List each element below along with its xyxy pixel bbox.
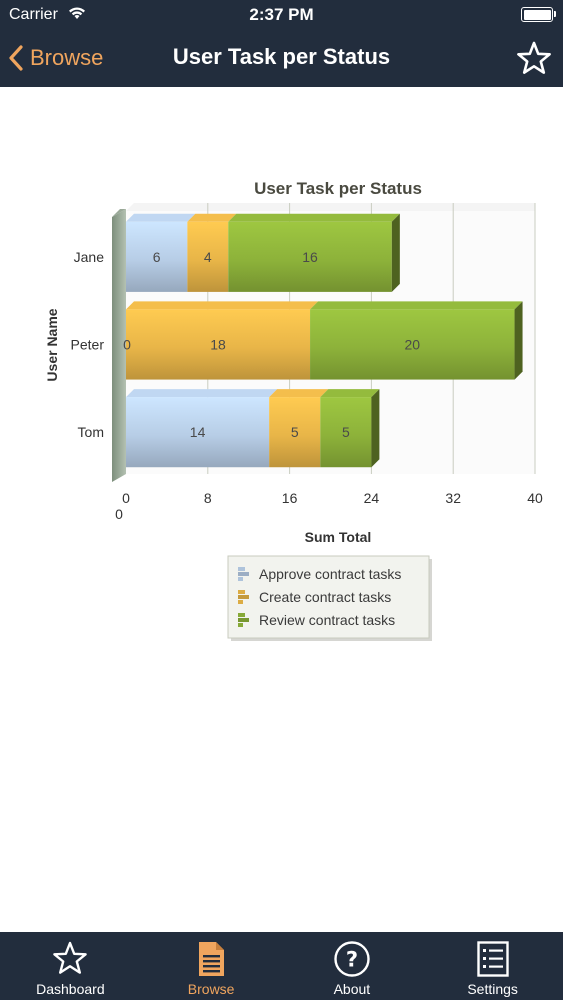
bar-top-face bbox=[187, 213, 237, 222]
bar-segment bbox=[187, 221, 229, 292]
bar-segment bbox=[126, 221, 188, 292]
back-button-label: Browse bbox=[30, 45, 104, 70]
tab-label: Settings bbox=[467, 981, 518, 997]
bar-data-label: 5 bbox=[291, 424, 299, 440]
star-icon bbox=[53, 941, 88, 974]
y-tick-label: Tom bbox=[78, 424, 104, 440]
tab-about[interactable]: ? About bbox=[282, 932, 423, 1000]
chart-legend bbox=[227, 555, 430, 639]
wifi-icon bbox=[69, 7, 85, 19]
bar-top-face bbox=[269, 389, 329, 398]
bar-data-label: 6 bbox=[153, 249, 161, 265]
bar-top-face bbox=[310, 301, 523, 310]
document-icon bbox=[199, 942, 225, 976]
y-tick-label: Jane bbox=[74, 249, 105, 265]
bar-segment bbox=[310, 309, 515, 380]
axis-wall bbox=[112, 209, 126, 482]
tab-settings[interactable]: Settings bbox=[422, 932, 563, 1000]
favorite-star-icon[interactable] bbox=[515, 40, 553, 78]
tab-label: Browse bbox=[187, 981, 235, 997]
y-tick-label: Peter bbox=[71, 337, 105, 353]
svg-text:?: ? bbox=[346, 948, 358, 972]
bar-top-face bbox=[126, 213, 196, 222]
bar-top-face bbox=[126, 389, 278, 398]
navigation-bar: Browse User Task per Status bbox=[0, 30, 563, 87]
bar-segment bbox=[269, 397, 321, 468]
tab-bar: Dashboard Browse ? About Settings bbox=[0, 932, 563, 1000]
legend-swatch bbox=[238, 600, 243, 604]
bar-data-label: 4 bbox=[204, 249, 212, 265]
legend-entry: Review contract tasks bbox=[259, 612, 395, 628]
chevron-left-icon bbox=[9, 45, 23, 71]
legend-swatch bbox=[238, 613, 245, 617]
bar-data-label: 20 bbox=[405, 337, 421, 353]
bar-side-face bbox=[514, 301, 523, 380]
bar-top-face bbox=[126, 301, 319, 310]
legend-swatch bbox=[238, 567, 245, 571]
carrier-label: Carrier bbox=[9, 6, 58, 23]
bar-top-face bbox=[228, 213, 400, 222]
chart-title: User Task per Status bbox=[254, 179, 422, 198]
stacked-bar-chart: 6 4 16 Jane 0 18 20 Peter 14 5 5 Tom User Task per S… bbox=[44, 179, 543, 641]
x-tick-label: 0 bbox=[122, 490, 130, 506]
tab-label: About bbox=[333, 981, 371, 997]
bar-side-face bbox=[391, 213, 400, 292]
bar-data-label: 0 bbox=[123, 337, 131, 353]
origin-label: 0 bbox=[115, 506, 123, 522]
y-axis-title: User Name bbox=[44, 308, 60, 381]
bar-segment bbox=[126, 309, 311, 380]
axis-wall-top bbox=[112, 209, 128, 217]
legend-swatch bbox=[238, 577, 243, 581]
back-button[interactable]: Browse bbox=[8, 40, 103, 76]
clock: 2:37 PM bbox=[249, 5, 314, 24]
bar-segment bbox=[320, 397, 372, 468]
x-tick-label: 8 bbox=[204, 490, 212, 506]
bar-segment bbox=[228, 221, 392, 292]
bar-segment bbox=[126, 397, 270, 468]
legend-entry: Approve contract tasks bbox=[259, 566, 401, 582]
bar-data-label: 16 bbox=[302, 249, 318, 265]
bar-data-label: 5 bbox=[342, 424, 350, 440]
status-bar: Carrier 2:37 PM bbox=[0, 0, 563, 30]
legend-swatch bbox=[238, 618, 249, 622]
question-icon: ? bbox=[334, 941, 370, 977]
legend-swatch bbox=[238, 623, 243, 627]
tab-dashboard[interactable]: Dashboard bbox=[0, 932, 141, 1000]
plot-top-face bbox=[126, 203, 535, 211]
tab-browse[interactable]: Browse bbox=[141, 932, 282, 1000]
bar-side-face bbox=[371, 389, 380, 468]
bar-data-label: 18 bbox=[210, 337, 226, 353]
legend-swatch bbox=[238, 572, 249, 576]
x-tick-label: 16 bbox=[282, 490, 298, 506]
legend-entry: Create contract tasks bbox=[259, 589, 391, 605]
tab-label: Dashboard bbox=[36, 981, 105, 997]
chart-area: 6 4 16 Jane 0 18 20 Peter 14 5 5 Tom User Task per S… bbox=[0, 87, 563, 932]
battery-icon bbox=[521, 7, 556, 22]
bar-data-label: 14 bbox=[190, 424, 206, 440]
x-tick-label: 32 bbox=[445, 490, 461, 506]
legend-swatch bbox=[238, 595, 249, 599]
bar-top-face bbox=[320, 389, 380, 398]
legend-swatch bbox=[238, 590, 245, 594]
x-tick-label: 40 bbox=[527, 490, 543, 506]
x-tick-label: 24 bbox=[364, 490, 380, 506]
list-icon bbox=[476, 941, 509, 977]
x-axis-title: Sum Total bbox=[305, 529, 372, 545]
